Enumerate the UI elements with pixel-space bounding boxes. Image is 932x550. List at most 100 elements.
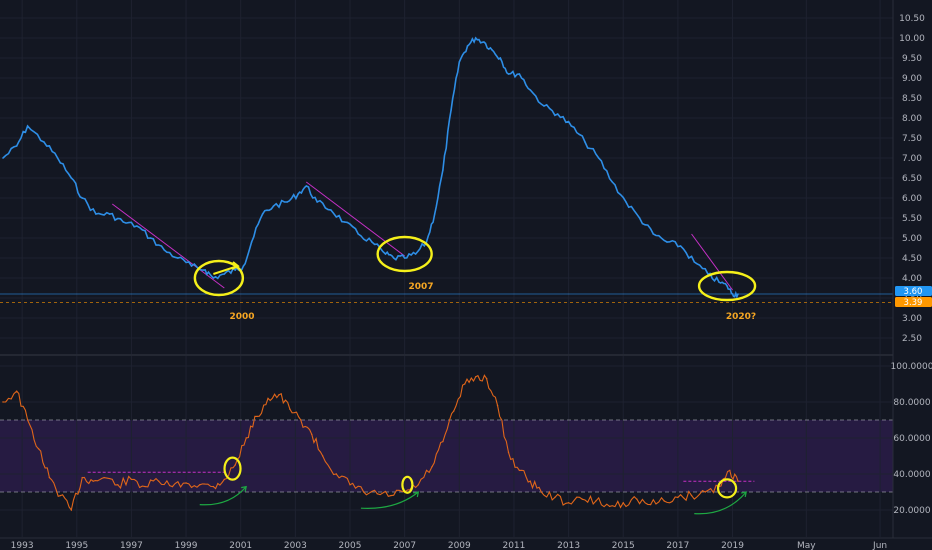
oscillator-point bbox=[608, 505, 611, 508]
oscillator-point bbox=[649, 503, 652, 506]
oscillator-tick-label: 40.0000 bbox=[893, 470, 930, 480]
oscillator-point bbox=[518, 469, 521, 472]
oscillator-point bbox=[496, 404, 499, 407]
price-point bbox=[95, 213, 97, 215]
oscillator-scale-ticks: 20.0000 40.0000 60.0000 80.0000 100.0000 bbox=[891, 362, 932, 516]
price-tick-label: 10.50 bbox=[899, 14, 925, 24]
oscillator-point bbox=[554, 496, 556, 499]
price-point bbox=[518, 73, 521, 75]
oscillator-grid bbox=[0, 356, 893, 537]
highlight-circle bbox=[376, 235, 433, 273]
time-tick-label: 1993 bbox=[11, 541, 34, 550]
price-point bbox=[433, 213, 436, 215]
price-tick-label: 7.00 bbox=[902, 154, 922, 164]
price-point bbox=[543, 105, 545, 107]
price-point bbox=[625, 201, 627, 203]
price-point bbox=[122, 221, 125, 223]
price-point bbox=[108, 213, 111, 215]
price-point bbox=[357, 233, 360, 235]
time-tick-label: 2003 bbox=[284, 541, 307, 550]
oscillator-pane[interactable] bbox=[0, 356, 893, 537]
price-tick-label: 4.00 bbox=[902, 274, 922, 284]
oscillator-point bbox=[636, 498, 638, 500]
price-tick-label: 9.50 bbox=[902, 54, 922, 64]
oscillator-point bbox=[185, 482, 187, 484]
price-point bbox=[458, 61, 461, 63]
price-point bbox=[693, 261, 696, 263]
oscillator-point bbox=[117, 484, 119, 486]
price-point bbox=[43, 141, 45, 143]
time-tick-label: 2019 bbox=[721, 541, 744, 550]
oscillator-point bbox=[417, 484, 420, 486]
price-point bbox=[718, 281, 720, 283]
oscillator-highlight-circle bbox=[716, 478, 738, 499]
price-point bbox=[330, 209, 332, 211]
price-point bbox=[474, 37, 477, 39]
green-arrow bbox=[360, 491, 419, 509]
oscillator-point bbox=[622, 502, 624, 504]
oscillator-point bbox=[677, 496, 679, 499]
time-tick-label: 2017 bbox=[666, 541, 689, 550]
green-arrowhead bbox=[241, 485, 247, 492]
oscillator-point bbox=[464, 383, 466, 385]
price-scale[interactable] bbox=[893, 0, 932, 538]
price-point bbox=[149, 237, 152, 239]
trendline bbox=[111, 203, 225, 289]
trendline bbox=[691, 233, 733, 291]
price-point bbox=[286, 201, 288, 203]
price-point bbox=[392, 257, 395, 259]
oscillator-point bbox=[335, 473, 338, 475]
price-point bbox=[611, 181, 614, 183]
time-tick-label: 2005 bbox=[339, 541, 362, 550]
oscillator-point bbox=[37, 448, 40, 450]
green-arrow bbox=[694, 491, 747, 515]
price-point bbox=[584, 141, 586, 143]
annotation-2020: 2020? bbox=[726, 312, 756, 322]
oscillator-point bbox=[15, 390, 18, 392]
oscillator-point bbox=[26, 419, 29, 421]
oscillator-point bbox=[485, 377, 488, 380]
price-tick-label: 6.00 bbox=[902, 194, 922, 204]
oscillator-point bbox=[663, 500, 665, 502]
price-point bbox=[272, 205, 275, 207]
price-point bbox=[679, 245, 682, 247]
price-point bbox=[597, 157, 600, 159]
price-pane[interactable]: 2000 2007 2020? bbox=[0, 0, 893, 354]
price-point bbox=[529, 89, 532, 91]
highlight-arrowhead bbox=[231, 261, 240, 270]
annotation-2000: 2000 bbox=[229, 312, 254, 322]
oscillator-point bbox=[59, 494, 62, 497]
time-tick-label: 2015 bbox=[612, 541, 635, 550]
price-point bbox=[483, 41, 485, 43]
time-axis-ticks: 1993 1995 1997 1999 2001 2003 2005 2007 2009 2011… bbox=[11, 541, 887, 550]
oscillator-marks bbox=[2, 376, 739, 511]
price-point bbox=[384, 253, 387, 255]
oscillator-point bbox=[199, 484, 201, 486]
price-marks bbox=[2, 37, 739, 295]
oscillator-highlight-circle bbox=[223, 456, 242, 481]
price-point bbox=[414, 253, 417, 255]
price-point bbox=[190, 265, 193, 267]
price-point bbox=[499, 57, 502, 59]
price-point bbox=[556, 113, 559, 115]
time-tick-label: 2013 bbox=[557, 541, 580, 550]
oscillator-point bbox=[300, 419, 302, 421]
oscillator-point bbox=[442, 440, 444, 443]
green-arrowhead bbox=[413, 491, 420, 498]
price-point bbox=[26, 125, 29, 127]
oscillator-point bbox=[81, 476, 83, 479]
price-point bbox=[507, 73, 510, 75]
oscillator-tick-label: 100.0000 bbox=[891, 362, 932, 372]
oscillator-point bbox=[567, 502, 570, 504]
oscillator-point bbox=[256, 415, 258, 418]
price-point bbox=[297, 193, 299, 195]
price-point bbox=[305, 185, 308, 187]
price-point bbox=[371, 241, 373, 243]
price-point bbox=[15, 145, 18, 147]
price-point bbox=[666, 241, 668, 243]
time-tick-label: Jun bbox=[872, 541, 887, 550]
oscillator-point bbox=[431, 466, 433, 468]
time-axis[interactable] bbox=[0, 538, 932, 550]
price-tick-label: 5.50 bbox=[902, 214, 922, 224]
